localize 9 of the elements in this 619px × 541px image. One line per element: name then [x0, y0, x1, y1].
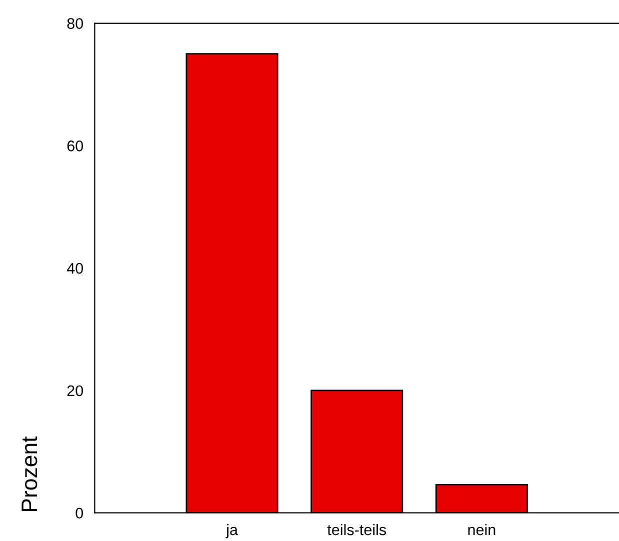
y-tick-label: 80: [67, 18, 83, 29]
y-tick-label: 0: [76, 508, 83, 519]
y-tick-label: 20: [67, 385, 83, 396]
x-tick-label: ja: [226, 524, 238, 538]
y-tick-label: 40: [66, 262, 83, 274]
x-tick-label: teils-teils: [327, 524, 386, 536]
x-tick-label: nein: [468, 524, 496, 536]
y-tick-label: 60: [67, 140, 83, 152]
y-axis-title: Prozent: [22, 436, 38, 512]
